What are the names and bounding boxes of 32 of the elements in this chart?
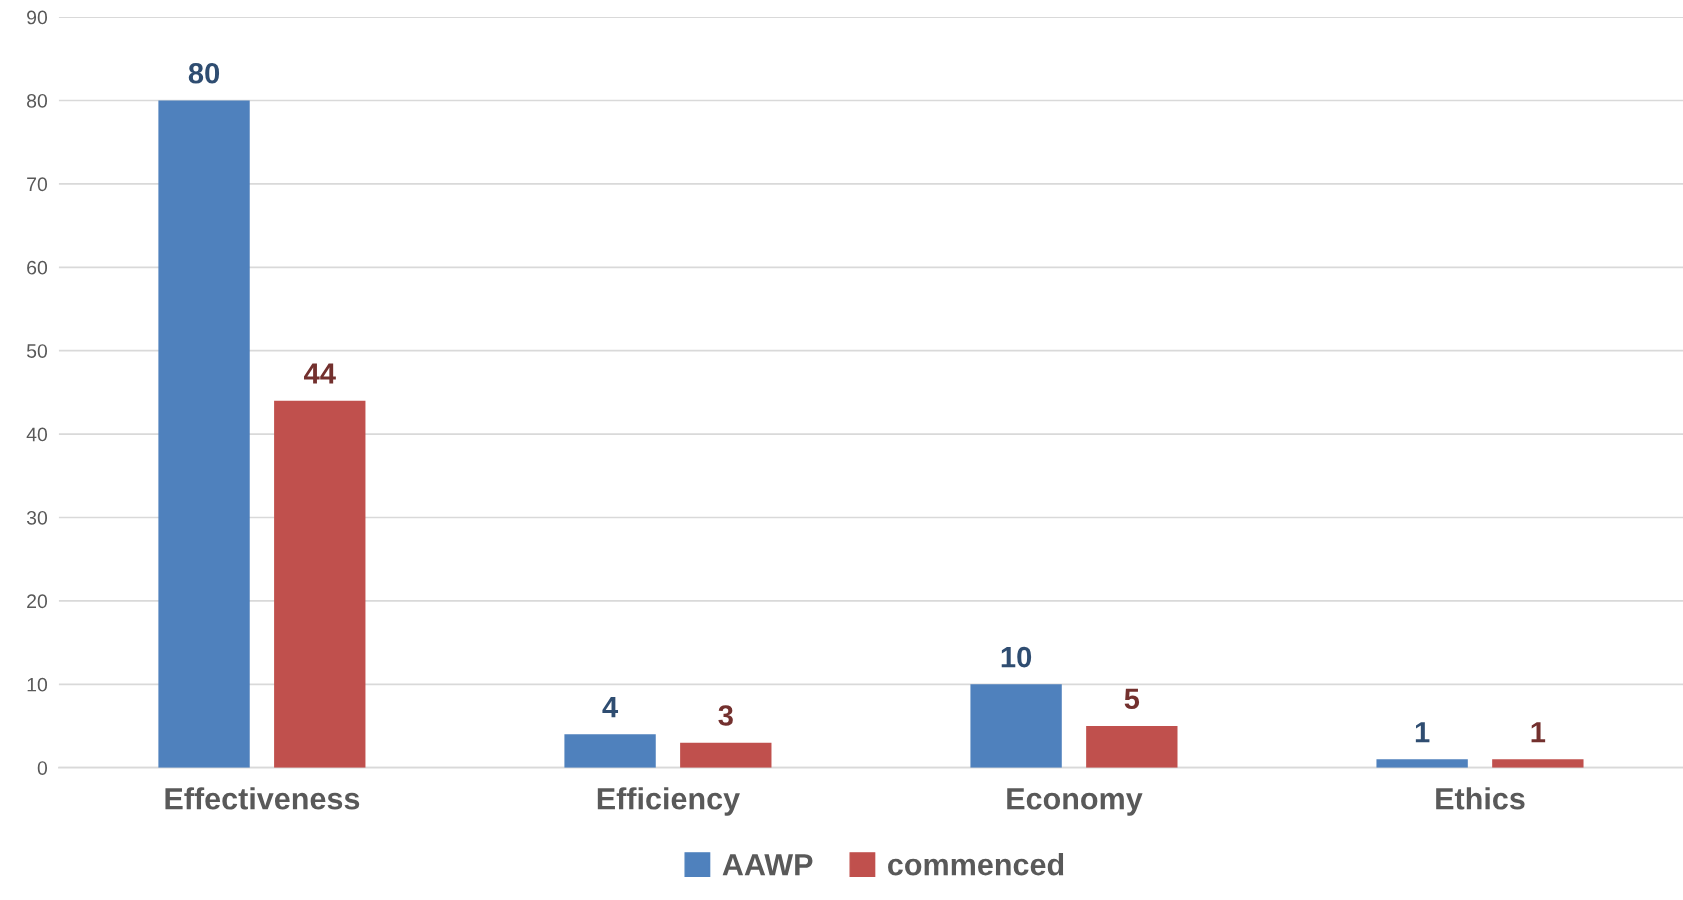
data-label: 10 bbox=[1001, 646, 1032, 668]
bar bbox=[1492, 759, 1584, 768]
y-tick-label: 20 bbox=[27, 594, 48, 609]
y-tick-label: 30 bbox=[26, 510, 48, 525]
y-tick-label: 70 bbox=[27, 177, 48, 192]
y-tick-label: 90 bbox=[27, 10, 48, 25]
y-tick-label: 0 bbox=[37, 761, 48, 775]
x-tick-label: Effectiveness bbox=[165, 787, 360, 810]
y-tick-label: 40 bbox=[26, 427, 48, 442]
bar bbox=[970, 684, 1062, 768]
legend-label: commenced bbox=[888, 853, 1064, 876]
bar bbox=[564, 734, 656, 768]
x-tick-label: Economy bbox=[1007, 788, 1143, 816]
data-label: 1 bbox=[1415, 722, 1430, 743]
data-label: 80 bbox=[188, 62, 220, 84]
bar bbox=[1376, 759, 1468, 768]
data-label: 44 bbox=[304, 363, 336, 384]
y-tick-label: 50 bbox=[26, 344, 48, 358]
y-tick-label: 10 bbox=[27, 677, 48, 692]
bar bbox=[1086, 726, 1178, 768]
bar bbox=[680, 742, 772, 768]
data-label: 5 bbox=[1124, 688, 1140, 710]
y-tick-label: 80 bbox=[27, 93, 48, 108]
data-label: 1 bbox=[1531, 722, 1546, 743]
bar bbox=[158, 100, 250, 768]
legend-label: AAWP bbox=[722, 854, 813, 876]
x-tick-label: Ethics bbox=[1436, 787, 1525, 810]
x-tick-label: Efficiency bbox=[597, 787, 740, 816]
data-label: 4 bbox=[602, 697, 619, 718]
y-tick-label: 60 bbox=[27, 260, 48, 275]
data-label: 3 bbox=[718, 705, 733, 726]
bar bbox=[274, 400, 366, 768]
